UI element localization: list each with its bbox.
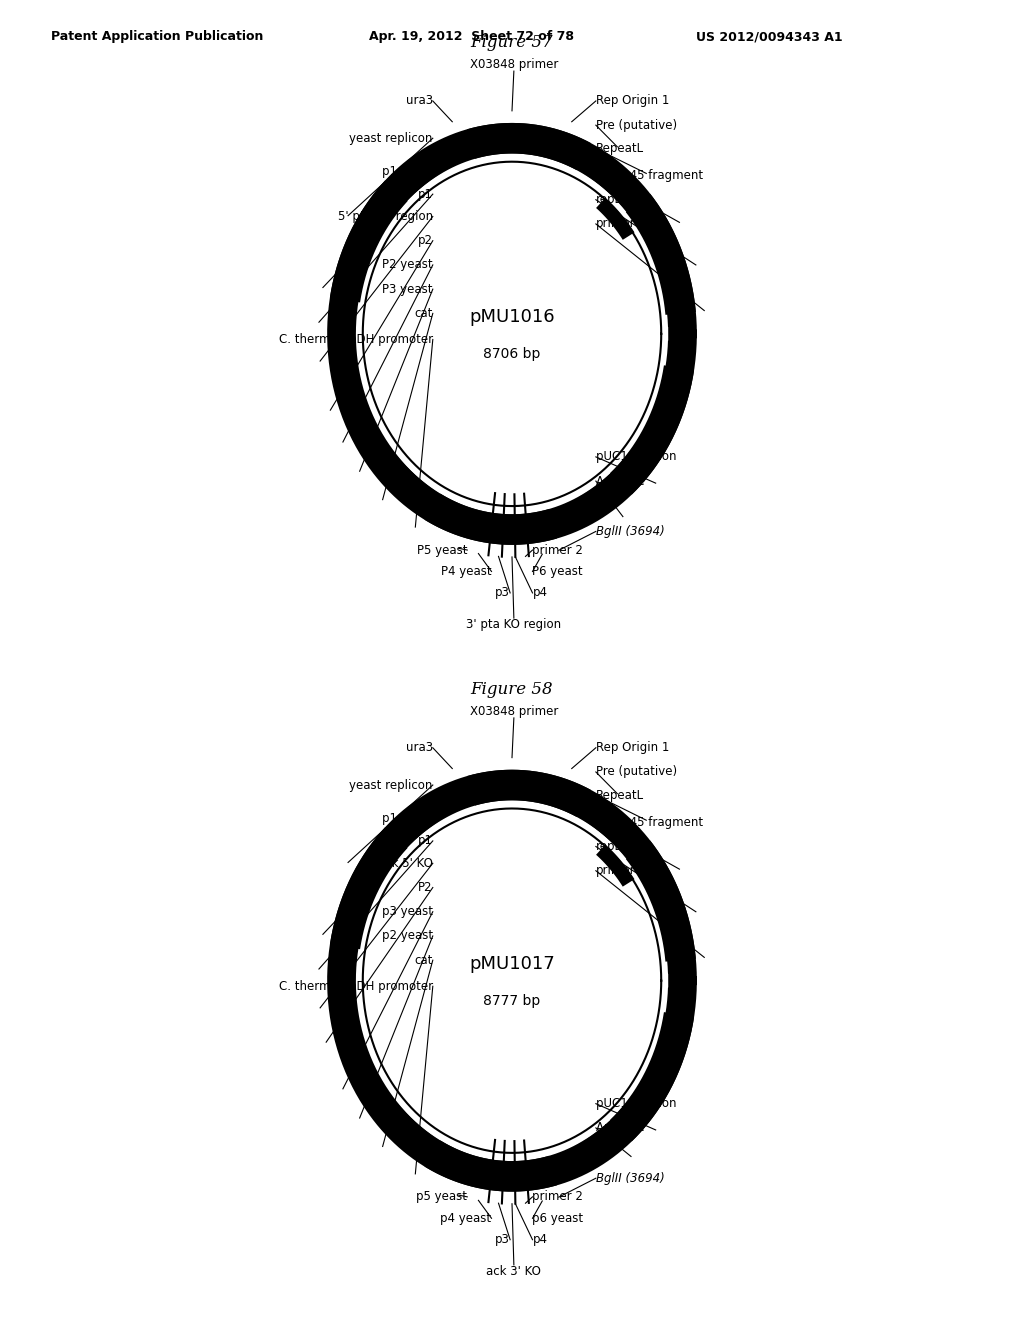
Text: ack 3' KO: ack 3' KO — [486, 1265, 542, 1278]
Text: primer 2: primer 2 — [532, 544, 584, 557]
Text: p1 yeast: p1 yeast — [382, 812, 433, 825]
Text: pUC19 region: pUC19 region — [596, 450, 677, 463]
Text: pUC19 region: pUC19 region — [596, 1097, 677, 1110]
Text: p5 yeast: p5 yeast — [417, 1191, 467, 1204]
Text: pMU1017: pMU1017 — [469, 954, 555, 973]
Text: US 2012/0094343 A1: US 2012/0094343 A1 — [696, 30, 843, 44]
Text: P5 yeast: P5 yeast — [417, 544, 467, 557]
Text: Rep Origin 1: Rep Origin 1 — [596, 742, 670, 754]
Text: 8777 bp: 8777 bp — [483, 994, 541, 1008]
Text: Rep Origin 1: Rep Origin 1 — [596, 95, 670, 107]
Text: p3 yeast: p3 yeast — [382, 906, 433, 919]
Text: primer 2: primer 2 — [532, 1191, 584, 1204]
Text: RepeatL: RepeatL — [596, 789, 644, 801]
Ellipse shape — [366, 812, 658, 1150]
Ellipse shape — [366, 165, 658, 503]
Text: p3: p3 — [496, 586, 510, 599]
Text: P4 yeast: P4 yeast — [441, 565, 492, 578]
Text: P3 yeast: P3 yeast — [382, 282, 433, 296]
Text: Ap gene: Ap gene — [596, 475, 645, 487]
Text: Pre (putative): Pre (putative) — [596, 766, 677, 779]
Text: 3' pta KO region: 3' pta KO region — [466, 618, 561, 631]
Text: p1 yeast: p1 yeast — [382, 165, 433, 178]
Text: p3: p3 — [496, 1233, 510, 1246]
Text: p1: p1 — [418, 187, 433, 201]
Text: Patent Application Publication: Patent Application Publication — [51, 30, 263, 44]
Text: p2: p2 — [418, 234, 433, 247]
Text: P6 yeast: P6 yeast — [532, 565, 583, 578]
Text: p4 yeast: p4 yeast — [440, 1212, 492, 1225]
Text: yeast replicon: yeast replicon — [349, 779, 433, 792]
Text: ura3: ura3 — [406, 95, 433, 107]
Text: p2 yeast: p2 yeast — [382, 929, 433, 942]
Text: Apr. 19, 2012  Sheet 72 of 78: Apr. 19, 2012 Sheet 72 of 78 — [369, 30, 573, 44]
Text: ack 5' KO: ack 5' KO — [378, 857, 433, 870]
Text: RepeatL: RepeatL — [596, 143, 644, 154]
Text: primer: primer — [596, 865, 636, 878]
Text: C. therm gapDH promoter: C. therm gapDH promoter — [279, 979, 433, 993]
Text: primer: primer — [596, 218, 636, 231]
Text: cat: cat — [415, 306, 433, 319]
Text: 5' pta KO region: 5' pta KO region — [338, 210, 433, 223]
Text: Pre (putative): Pre (putative) — [596, 119, 677, 132]
Text: p1: p1 — [418, 834, 433, 847]
Text: repB: repB — [596, 193, 624, 206]
Text: ura3: ura3 — [406, 742, 433, 754]
Text: p6 yeast: p6 yeast — [532, 1212, 584, 1225]
Text: P2: P2 — [418, 880, 433, 894]
Text: X03848 primer: X03848 primer — [470, 705, 558, 718]
Text: pMU245 fragment: pMU245 fragment — [596, 169, 703, 182]
Text: BglII (3694): BglII (3694) — [596, 525, 665, 539]
Text: P2 yeast: P2 yeast — [382, 259, 433, 272]
Text: pMU1016: pMU1016 — [469, 308, 555, 326]
Text: p4: p4 — [532, 1233, 548, 1246]
Text: repB: repB — [596, 840, 624, 853]
Text: 8706 bp: 8706 bp — [483, 347, 541, 362]
Text: Figure 58: Figure 58 — [471, 681, 553, 698]
Text: BglII (3694): BglII (3694) — [596, 1172, 665, 1185]
Text: X03848 primer: X03848 primer — [470, 58, 558, 71]
Text: pMU245 fragment: pMU245 fragment — [596, 816, 703, 829]
Text: Figure 57: Figure 57 — [471, 34, 553, 51]
Text: p4: p4 — [532, 586, 548, 599]
Text: C. therm gapDH promoter: C. therm gapDH promoter — [279, 333, 433, 346]
Text: Ap gene: Ap gene — [596, 1122, 645, 1134]
Text: yeast replicon: yeast replicon — [349, 132, 433, 145]
Text: cat: cat — [415, 953, 433, 966]
